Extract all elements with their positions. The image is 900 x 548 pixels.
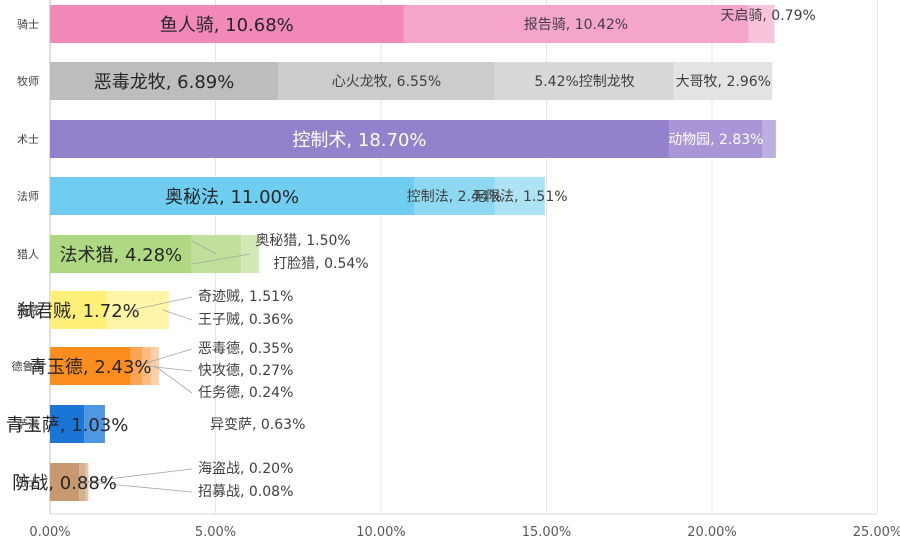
callout-lines: [82, 240, 251, 493]
data-label: 5.42%控制龙牧: [534, 74, 634, 90]
x-tick-label: 20.00%: [687, 525, 737, 540]
callout-line: [146, 365, 193, 372]
callout-line: [136, 348, 193, 367]
data-labels: 鱼人骑, 10.68% 报告骑, 10.42% 天启骑, 0.79% 恶毒龙牧, 6.…: [6, 8, 816, 500]
category-label: 德鲁伊: [12, 359, 45, 373]
category-label: 牧师: [17, 74, 39, 88]
bar-segment: [50, 405, 85, 443]
data-label: 大哥牧, 2.96%: [676, 74, 771, 90]
data-label: 招募战, 0.08%: [198, 484, 293, 500]
x-tick-label: 15.00%: [522, 525, 572, 540]
bar-segment: [494, 62, 675, 100]
bar-segment: [50, 235, 192, 273]
bar-segment: [50, 291, 107, 329]
data-label: 快攻德, 0.27%: [198, 363, 293, 379]
category-label: 法师: [17, 189, 39, 203]
bar-segment: [50, 177, 415, 215]
data-label: 鱼人骑, 10.68%: [160, 15, 294, 36]
data-label: 奇迹贼, 1.51%: [198, 288, 293, 305]
bar-segment: [50, 62, 279, 100]
data-label: 天启骑, 0.79%: [720, 8, 815, 24]
bar-segment: [748, 5, 775, 43]
x-tick-labels: 0.00% 5.00% 10.00% 15.00% 20.00% 25.00%: [29, 525, 900, 540]
category-label: 盗贼: [17, 303, 39, 317]
callout-line: [87, 481, 193, 493]
data-label: 异变萨, 0.63%: [210, 417, 305, 433]
bar-segment: [50, 463, 80, 501]
category-label: 萨满: [17, 418, 39, 431]
data-label: 青玉萨, 1.03%: [6, 415, 129, 436]
data-label: 控制法, 2.44%: [407, 189, 502, 205]
data-label: 防战, 0.88%: [12, 473, 117, 494]
data-label: 法术猎, 4.28%: [60, 245, 183, 266]
data-label: 心火龙牧, 6.55%: [332, 74, 441, 90]
data-label: 青玉德, 2.43%: [29, 357, 152, 378]
category-label: 骑士: [17, 18, 39, 31]
callout-line: [131, 296, 193, 311]
bar-segment: [674, 62, 773, 100]
category-label: 猎人: [17, 247, 39, 261]
callout-line: [82, 468, 193, 483]
bar-segment: [762, 120, 776, 158]
data-label: 奥秘法, 11.00%: [165, 187, 299, 208]
callout-line: [162, 309, 193, 321]
bar-segment: [278, 62, 495, 100]
callout-line: [191, 240, 217, 255]
data-label: 恶毒龙牧, 6.89%: [94, 72, 235, 93]
x-tick-label: 10.00%: [356, 525, 406, 540]
bar-segment: [414, 177, 495, 215]
data-label: 奥秘猎, 1.50%: [255, 232, 350, 249]
bar-segment: [403, 5, 749, 43]
bar-segment: [668, 120, 763, 158]
x-tick-label: 0.00%: [29, 525, 70, 540]
category-label: 战士: [17, 476, 39, 489]
data-label: 无限法, 1.51%: [472, 189, 567, 205]
bar-segment: [84, 405, 105, 443]
data-label: 任务德, 0.24%: [198, 385, 293, 401]
callout-line: [154, 365, 193, 394]
bar-segment: [50, 5, 404, 43]
x-tick-label: 25.00%: [853, 525, 900, 540]
data-label: 动物园, 2.83%: [668, 132, 763, 148]
data-label: 恶毒德, 0.35%: [198, 341, 293, 357]
x-tick-label: 5.00%: [195, 525, 236, 540]
data-label: 海盗战, 0.20%: [198, 461, 293, 477]
bar-segments: [50, 5, 776, 501]
data-label: 打脸猎, 0.54%: [273, 255, 368, 272]
bar-segment: [50, 120, 669, 158]
data-label: 王子贼, 0.36%: [198, 312, 293, 328]
bar-segment: [494, 177, 545, 215]
data-label: 报告骑, 10.42%: [524, 17, 628, 33]
bar-segment: [50, 347, 131, 385]
callout-line: [191, 253, 251, 265]
category-label: 术士: [17, 133, 39, 146]
data-label: 控制术, 18.70%: [292, 130, 426, 151]
data-label: 弑君贼, 1.72%: [17, 301, 140, 322]
